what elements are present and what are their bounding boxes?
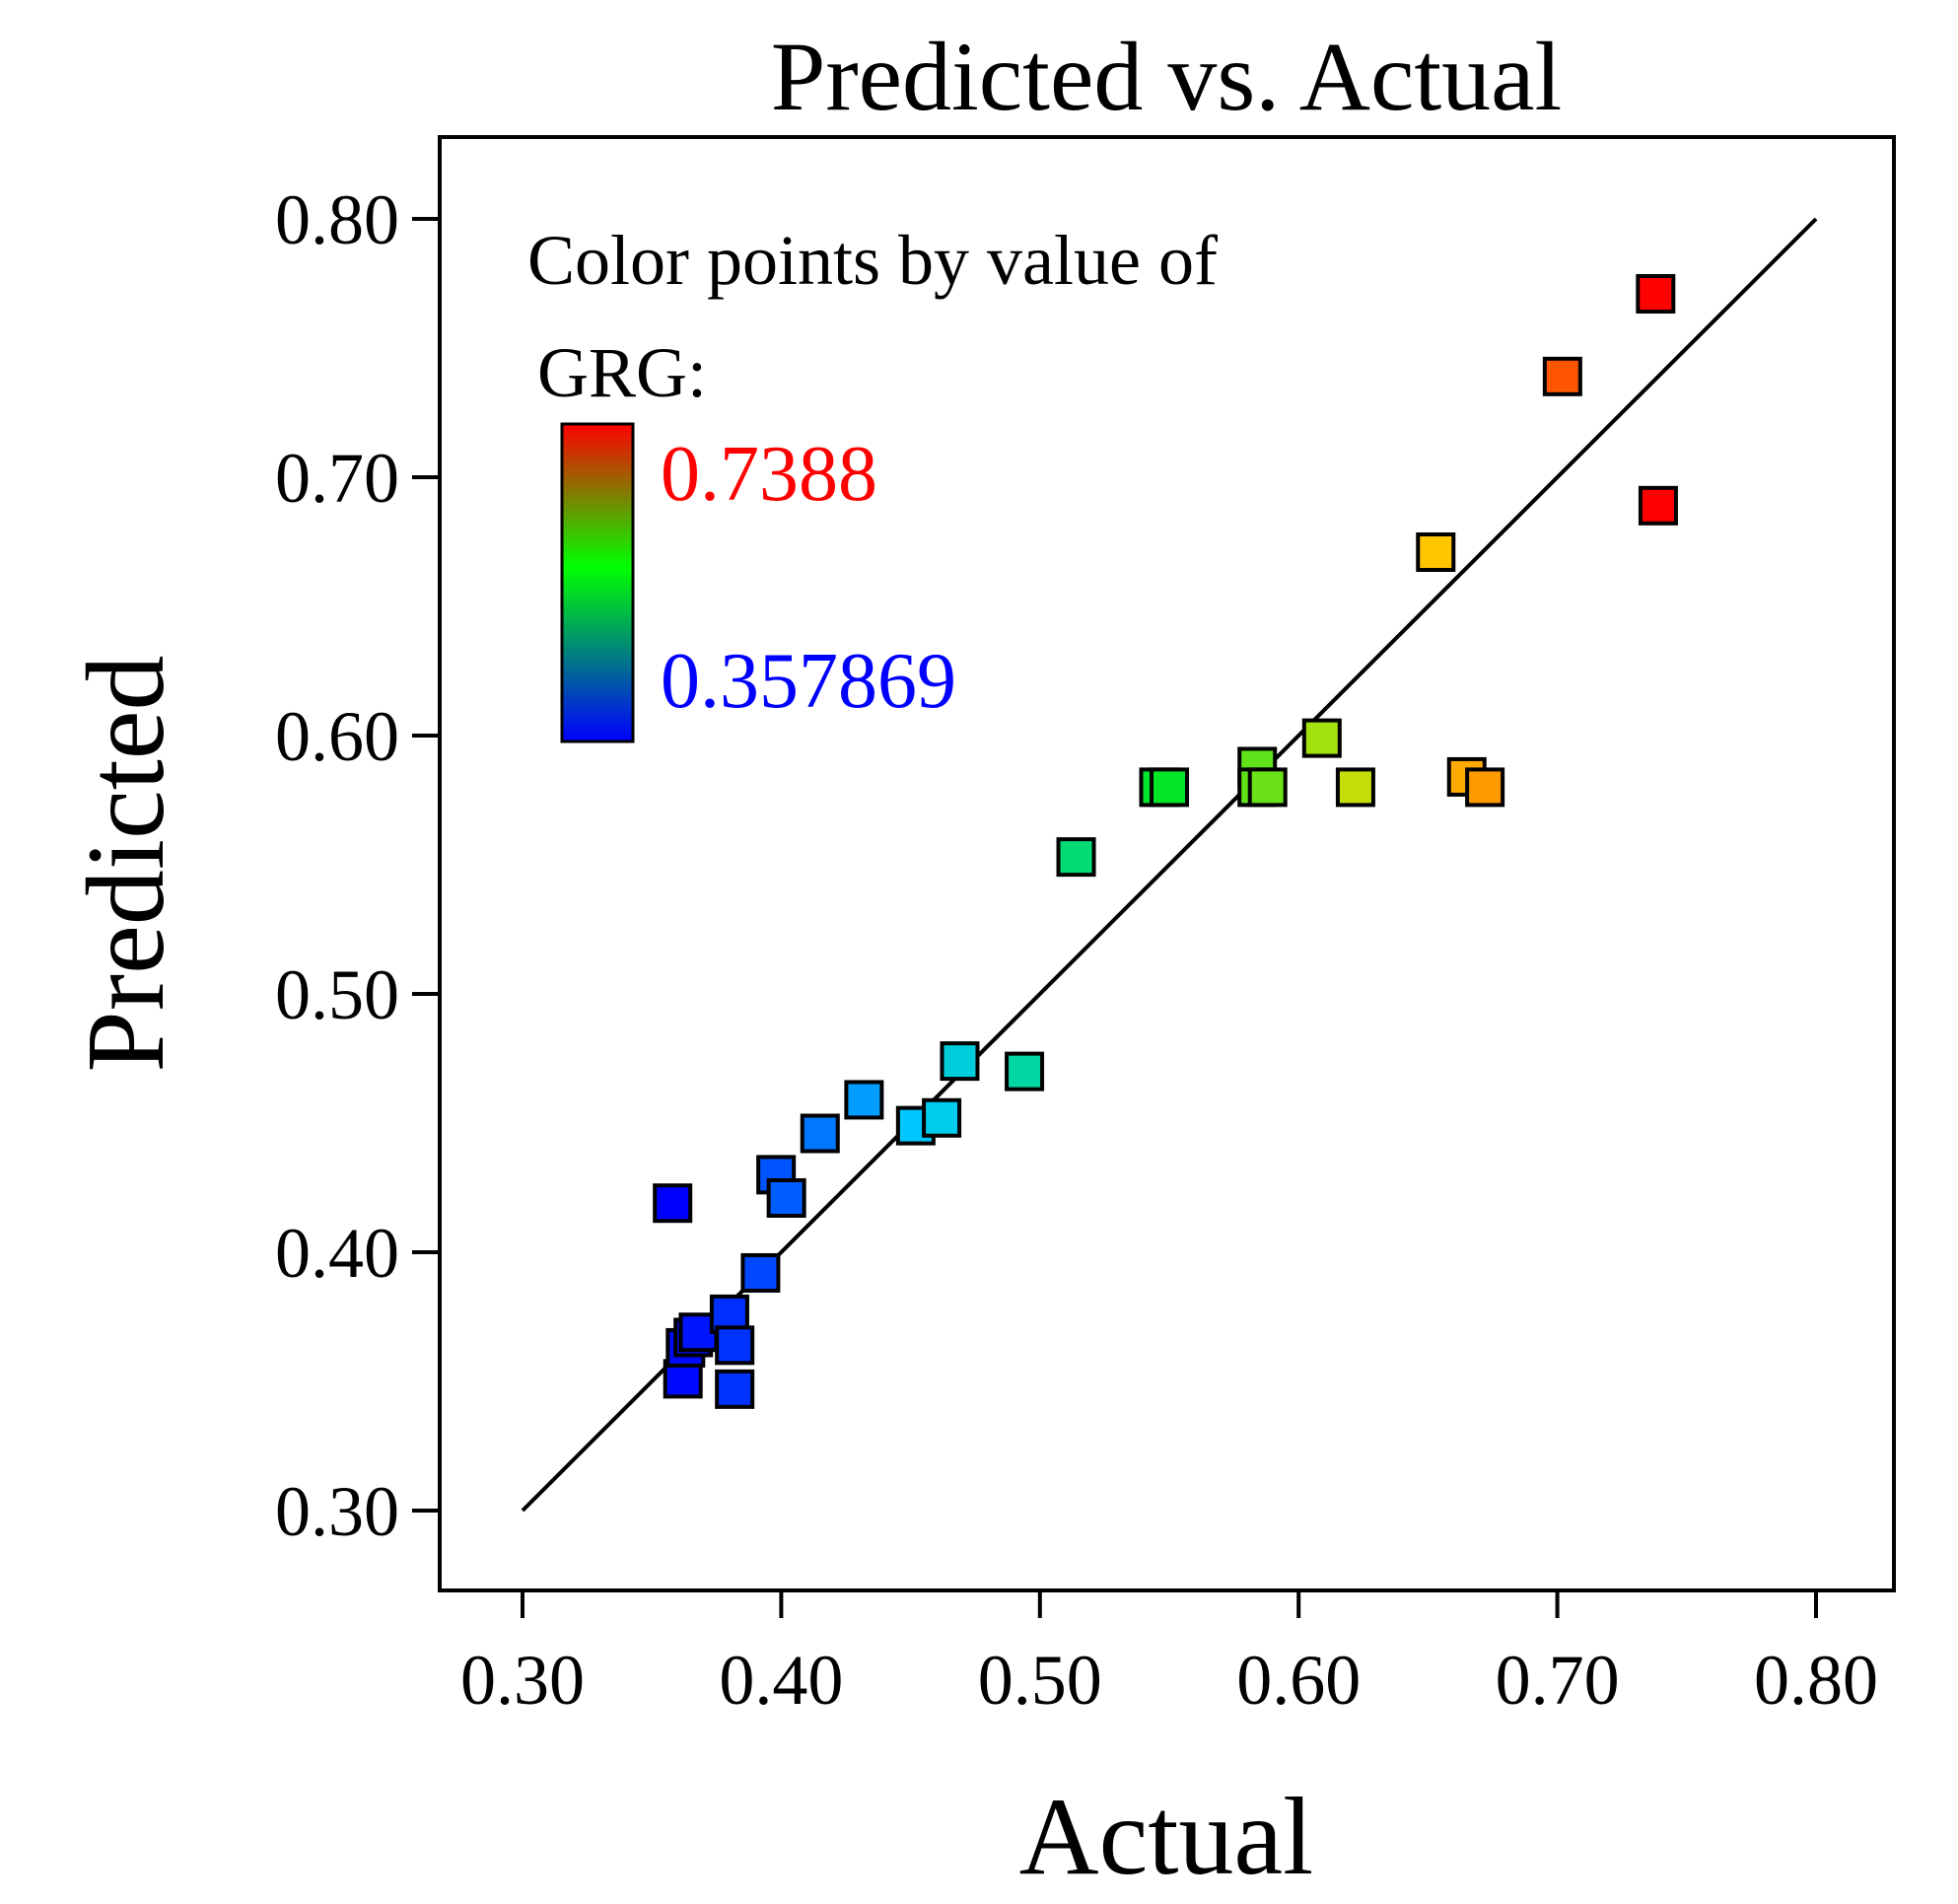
legend-color-bar xyxy=(560,422,635,743)
plot-frame xyxy=(438,135,1896,1592)
data-point xyxy=(922,1097,962,1138)
x-tick-label: 0.30 xyxy=(460,1641,585,1720)
y-tick-label: 0.40 xyxy=(275,1214,399,1293)
x-tick-label: 0.80 xyxy=(1754,1641,1878,1720)
data-point xyxy=(1636,273,1676,314)
y-tick-label: 0.60 xyxy=(275,697,399,776)
legend-max-label: 0.7388 xyxy=(661,431,877,518)
data-points xyxy=(653,273,1678,1409)
color-legend: Color points by value of GRG: 0.7388 0.3… xyxy=(527,221,1218,743)
data-point xyxy=(1542,356,1582,396)
legend-min-label: 0.357869 xyxy=(661,638,956,725)
data-point xyxy=(1465,767,1505,808)
data-point xyxy=(1150,767,1189,808)
y-tick-label: 0.80 xyxy=(275,180,399,259)
y-axis: 0.30 0.40 0.50 0.60 0.70 0.80 xyxy=(275,180,440,1551)
x-tick-label: 0.50 xyxy=(978,1641,1102,1720)
legend-title-line1: Color points by value of xyxy=(527,221,1218,300)
data-point xyxy=(766,1177,806,1218)
data-point xyxy=(1005,1051,1045,1092)
x-axis: 0.30 0.40 0.50 0.60 0.70 0.80 xyxy=(460,1590,1878,1720)
y-axis-title: Predicted xyxy=(65,656,187,1073)
data-point xyxy=(1335,767,1375,808)
data-point xyxy=(1056,837,1096,878)
data-point xyxy=(940,1041,980,1082)
data-point xyxy=(1247,767,1288,808)
x-tick-label: 0.40 xyxy=(719,1641,843,1720)
data-point xyxy=(740,1252,781,1293)
data-point xyxy=(1416,531,1456,572)
y-tick-label: 0.30 xyxy=(275,1472,399,1551)
data-point xyxy=(715,1325,755,1366)
y-tick-label: 0.70 xyxy=(275,439,399,518)
data-point xyxy=(653,1183,693,1224)
x-axis-title: Actual xyxy=(1019,1776,1314,1898)
chart-title: Predicted vs. Actual xyxy=(771,22,1563,131)
x-tick-label: 0.60 xyxy=(1236,1641,1361,1720)
y-tick-label: 0.50 xyxy=(275,955,399,1034)
legend-title-line2: GRG: xyxy=(537,333,707,412)
x-tick-label: 0.70 xyxy=(1496,1641,1620,1720)
data-point xyxy=(1638,485,1678,526)
data-point xyxy=(715,1369,755,1409)
data-point xyxy=(844,1080,884,1120)
data-point xyxy=(800,1113,840,1154)
data-point xyxy=(1301,718,1342,758)
